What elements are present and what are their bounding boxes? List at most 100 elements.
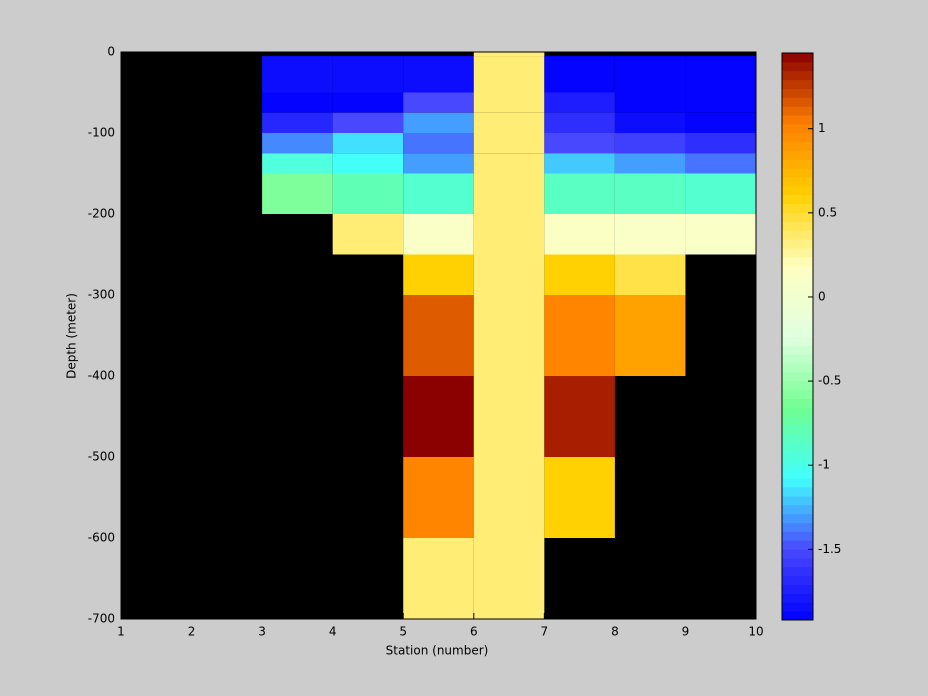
heatmap-cell: [614, 56, 686, 93]
heatmap-cell: [614, 173, 686, 214]
colorbar-segment: [782, 540, 813, 550]
colorbar-segment: [782, 132, 813, 143]
heatmap-cell: [332, 153, 404, 174]
colorbar-segment: [782, 336, 813, 346]
heatmap-cell: [473, 295, 545, 376]
x-tick-label: 4: [329, 625, 337, 639]
colorbar-segment: [782, 123, 813, 134]
colorbar-segment: [782, 256, 813, 267]
colorbar-segment: [782, 460, 813, 470]
colorbar-segment: [782, 141, 813, 151]
x-tick-label: 3: [258, 625, 266, 639]
heatmap-cell: [544, 153, 615, 174]
heatmap-cell: [332, 173, 404, 214]
heatmap-cell: [262, 153, 333, 174]
colorbar-segment: [782, 221, 813, 231]
heatmap-cell: [332, 92, 404, 113]
colorbar-segment: [782, 549, 813, 559]
heatmap-cell: [403, 173, 474, 214]
colorbar-segment: [782, 584, 813, 594]
y-tick-label: -200: [88, 207, 115, 221]
colorbar-segment: [782, 425, 813, 435]
colorbar-segment: [782, 451, 813, 462]
heatmap-cell: [614, 214, 686, 255]
heatmap-cell: [685, 112, 756, 133]
colorbar-segment: [782, 301, 813, 311]
x-tick-label: 9: [682, 625, 690, 639]
heatmap-cell: [403, 457, 474, 538]
y-tick-label: -300: [88, 288, 115, 302]
y-tick-label: 0: [107, 45, 115, 59]
colorbar-segment: [782, 150, 813, 160]
heatmap-cell: [473, 52, 545, 57]
colorbar-tick-label: -1: [818, 458, 830, 472]
heatmap-cell: [332, 56, 404, 93]
colorbar-segment: [782, 274, 813, 284]
colorbar-segment: [782, 363, 813, 373]
colorbar-segment: [782, 247, 813, 258]
colorbar-segment: [782, 345, 813, 355]
heatmap-cell: [685, 56, 756, 93]
colorbar-tick-label: 0: [818, 289, 826, 303]
heatmap-cell: [685, 173, 756, 214]
colorbar-segment: [782, 442, 813, 453]
x-tick-label: 7: [541, 625, 549, 639]
x-tick-label: 8: [611, 625, 619, 639]
heatmap-cell: [473, 153, 545, 174]
heatmap-cell: [544, 457, 615, 538]
heatmap-cell: [685, 92, 756, 113]
y-axis-label: Depth (meter): [65, 293, 79, 379]
heatmap-cell: [403, 56, 474, 93]
colorbar-segment: [782, 354, 813, 364]
colorbar-segment: [782, 203, 813, 213]
colorbar-segment: [782, 97, 813, 107]
heatmap-cell: [403, 376, 474, 457]
colorbar-segment: [782, 513, 813, 524]
colorbar-tick-label: -1.5: [818, 542, 841, 556]
colorbar-segment: [782, 531, 813, 541]
colorbar-segment: [782, 487, 813, 497]
colorbar-segment: [782, 602, 813, 612]
heatmap-cell: [332, 214, 404, 255]
heatmap-cell: [262, 92, 333, 113]
heatmap-cell: [473, 92, 545, 113]
colorbar-segment: [782, 575, 813, 586]
heatmap-cell: [262, 173, 333, 214]
colorbar-segment: [782, 522, 813, 532]
heatmap-cell: [473, 538, 545, 619]
heatmap-cell: [473, 173, 545, 214]
heatmap-cell: [473, 133, 545, 154]
x-tick-label: 2: [188, 625, 196, 639]
heatmap-cell: [544, 254, 615, 295]
colorbar-segment: [782, 70, 813, 81]
colorbar-frame: [781, 52, 814, 621]
heatmap-cell: [473, 457, 545, 538]
colorbar-segment: [782, 495, 813, 506]
heatmap-cell: [262, 112, 333, 133]
colorbar-segment: [782, 61, 813, 72]
heatmap-cell: [262, 133, 333, 154]
heatmap-cell: [544, 56, 615, 93]
colorbar-segment: [782, 53, 813, 63]
x-tick-label: 1: [117, 625, 125, 639]
heatmap-cell: [614, 295, 686, 376]
y-tick-label: -400: [88, 369, 115, 383]
heatmap-cell: [614, 112, 686, 133]
heatmap-cell: [544, 214, 615, 255]
colorbar-segment: [782, 168, 813, 178]
colorbar-segment: [782, 566, 813, 577]
heatmap-cell: [473, 112, 545, 133]
heatmap-cell: [403, 254, 474, 295]
heatmap-cell: [544, 133, 615, 154]
colorbar-segment: [782, 309, 813, 320]
colorbar-segment: [782, 212, 813, 222]
y-tick-label: -500: [88, 450, 115, 464]
colorbar-segment: [782, 115, 813, 125]
colorbar-segment: [782, 185, 813, 196]
colorbar-segment: [782, 557, 813, 568]
heatmap-cell: [544, 376, 615, 457]
colorbar-tick-label: 1: [818, 121, 826, 135]
colorbar-segment: [782, 265, 813, 275]
heatmap-cell: [262, 56, 333, 93]
